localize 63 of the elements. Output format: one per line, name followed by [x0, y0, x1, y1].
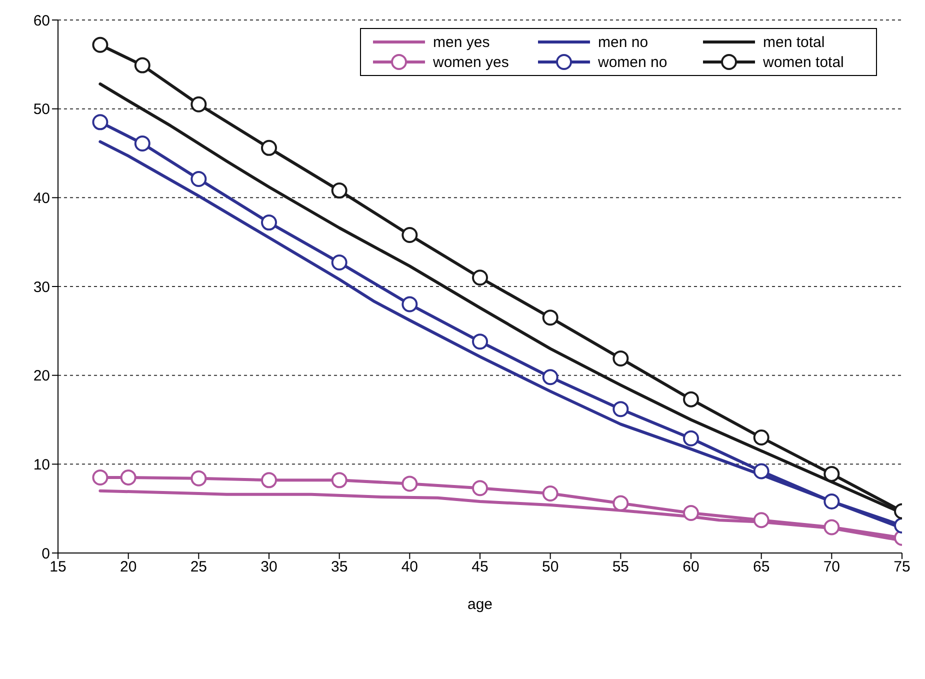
legend-label: women yes [433, 54, 509, 70]
x-tick-label: 65 [752, 558, 770, 576]
point [190, 96, 207, 112]
point [402, 226, 418, 243]
point [331, 254, 348, 271]
legend-label: men no [598, 34, 648, 50]
x-tick-label: 25 [190, 558, 208, 576]
point [753, 430, 770, 446]
point [120, 469, 136, 486]
point [612, 350, 629, 366]
point [472, 334, 488, 350]
x-tick-label: 20 [120, 558, 137, 576]
x-tick-label: 35 [330, 558, 348, 576]
x-tick-label: 15 [50, 558, 66, 576]
legend-label: women no [598, 54, 668, 70]
x-tick-label: 40 [401, 558, 418, 576]
point [402, 476, 418, 492]
x-tick-label: 75 [894, 558, 910, 576]
x-tick-label: 60 [682, 558, 700, 576]
point [612, 495, 629, 512]
point [683, 391, 699, 408]
x-tick-label: 70 [823, 558, 840, 576]
point [261, 140, 277, 156]
point [92, 469, 108, 486]
point [134, 57, 150, 74]
point [261, 214, 277, 231]
point [472, 270, 488, 286]
x-tick-label: 50 [542, 558, 559, 576]
y-tick-label: 10 [33, 456, 50, 474]
point [824, 466, 840, 482]
point [683, 430, 699, 446]
point [331, 472, 348, 488]
y-tick-label: 40 [33, 190, 50, 207]
legend-label: men total [763, 34, 825, 50]
x-tick-label: 55 [612, 558, 630, 576]
point [472, 480, 488, 496]
point [612, 401, 629, 418]
point [824, 493, 840, 510]
point [190, 470, 207, 486]
point [402, 296, 418, 312]
y-tick-label: 60 [33, 12, 50, 30]
point [753, 463, 770, 480]
point [542, 369, 558, 386]
y-tick-label: 0 [42, 545, 50, 562]
point [542, 310, 558, 326]
x-axis-title: age [467, 596, 493, 613]
point [190, 171, 207, 188]
legend-label: men yes [433, 34, 490, 50]
legend-label: women total [763, 54, 844, 70]
point [92, 114, 108, 130]
point [753, 512, 770, 528]
point [261, 472, 277, 488]
point [331, 182, 348, 199]
point [683, 505, 699, 522]
y-tick-label: 50 [33, 101, 50, 118]
point [92, 36, 108, 53]
x-tick-label: 30 [260, 558, 278, 576]
x-tick-label: 45 [472, 558, 488, 576]
y-tick-label: 20 [33, 368, 50, 385]
y-tick-label: 30 [33, 278, 50, 296]
point [542, 485, 558, 502]
point [824, 519, 840, 536]
point [134, 135, 150, 152]
